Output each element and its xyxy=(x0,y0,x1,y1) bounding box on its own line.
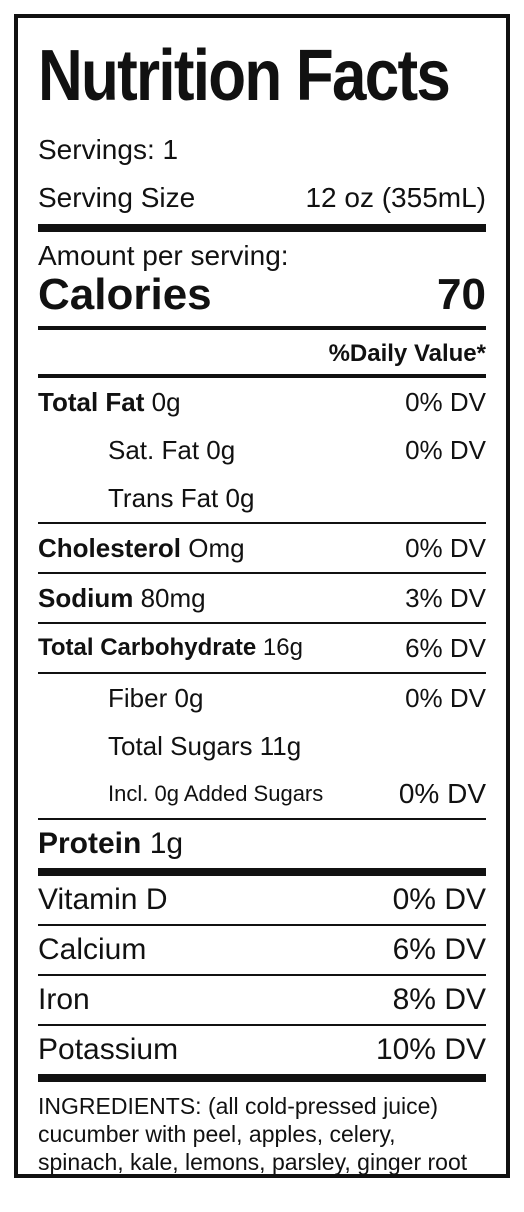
nutrient-dv: 0% DV xyxy=(398,778,486,809)
nutrient-row-sat-fat: Sat. Fat 0g 0% DV xyxy=(38,426,486,474)
divider-thin xyxy=(38,1024,486,1026)
nutrient-amount: 0g xyxy=(151,386,181,417)
divider-thin xyxy=(38,924,486,926)
vitamin-name: Vitamin D xyxy=(38,883,168,916)
nutrient-row-cholesterol: Cholesterol Omg 0% DV xyxy=(38,524,486,572)
nutrient-amount: 11g xyxy=(259,730,302,761)
divider-thin xyxy=(38,974,486,976)
divider-thin xyxy=(38,622,486,624)
label-title: Nutrition Facts xyxy=(38,36,451,116)
vitamin-name: Potassium xyxy=(38,1033,179,1066)
nutrient-amount: 0g xyxy=(206,434,236,465)
nutrient-name: Trans Fat xyxy=(108,482,219,513)
nutrient-row-trans-fat: Trans Fat 0g xyxy=(38,474,486,522)
divider-medium xyxy=(38,326,486,330)
nutrient-name: Total Fat xyxy=(38,386,145,417)
divider-thin xyxy=(38,818,486,820)
nutrient-amount: 0g xyxy=(174,682,204,713)
nutrient-name: Total Sugars xyxy=(108,730,253,761)
serving-size-label: Serving Size xyxy=(38,182,196,213)
calories-value: 70 xyxy=(437,270,486,319)
nutrient-amount: 16g xyxy=(262,634,303,661)
nutrient-name: Protein xyxy=(38,827,142,860)
vitamin-name: Iron xyxy=(38,983,90,1016)
calories-label: Calories xyxy=(38,270,212,319)
nutrient-name: Incl. 0g Added Sugars xyxy=(108,781,324,806)
servings: Servings: 1 xyxy=(38,134,179,165)
nutrient-dv: 0% DV xyxy=(405,532,486,563)
nutrient-dv: 6% DV xyxy=(405,632,486,663)
vitamin-row: Potassium 10% DV xyxy=(38,1026,486,1074)
divider-thin xyxy=(38,522,486,524)
nutrient-amount: Omg xyxy=(188,532,245,563)
ingredients-text: INGREDIENTS: (all cold-pressed juice) cu… xyxy=(38,1093,468,1175)
vitamin-dv: 6% DV xyxy=(392,933,486,966)
nutrient-name: Fiber xyxy=(108,682,168,713)
nutrient-dv: 0% DV xyxy=(405,682,486,713)
nutrient-row-fiber: Fiber 0g 0% DV xyxy=(38,674,486,722)
nutrient-amount: 1g xyxy=(149,827,184,860)
serving-size-value: 12 oz (355mL) xyxy=(305,182,486,213)
nutrient-dv: 3% DV xyxy=(405,582,486,613)
divider-thick xyxy=(38,1074,486,1082)
vitamin-row: Vitamin D 0% DV xyxy=(38,876,486,924)
nutrient-row-added-sugars: Incl. 0g Added Sugars 0% DV xyxy=(38,770,486,818)
vitamin-dv: 8% DV xyxy=(392,983,486,1016)
nutrient-row-protein: Protein 1g xyxy=(38,820,486,868)
nutrient-row-total-sugars: Total Sugars 11g xyxy=(38,722,486,770)
vitamin-dv: 10% DV xyxy=(375,1033,486,1066)
nutrient-dv: 0% DV xyxy=(405,434,486,465)
vitamin-dv: 0% DV xyxy=(392,883,486,916)
vitamin-row: Iron 8% DV xyxy=(38,976,486,1024)
nutrient-name: Cholesterol xyxy=(38,532,182,563)
nutrient-dv: 0% DV xyxy=(405,386,486,417)
nutrient-row-total-fat: Total Fat 0g 0% DV xyxy=(38,378,486,426)
divider-medium xyxy=(38,374,486,378)
nutrient-name: Sat. Fat xyxy=(108,434,200,465)
divider-thick xyxy=(38,868,486,876)
amount-per-serving: Amount per serving: xyxy=(38,240,289,271)
divider-thin xyxy=(38,672,486,674)
nutrient-name: Sodium xyxy=(38,582,134,613)
nutrient-amount: 0g xyxy=(225,482,255,513)
nutrition-facts-label: Nutrition Facts Servings: 1 Serving Size… xyxy=(14,14,510,1178)
nutrient-name: Total Carbohydrate xyxy=(38,634,257,661)
nutrient-row-sodium: Sodium 80mg 3% DV xyxy=(38,574,486,622)
daily-value-header: %Daily Value* xyxy=(328,340,486,367)
serving-size-row: Serving Size 12 oz (355mL) xyxy=(38,182,486,224)
vitamin-name: Calcium xyxy=(38,933,147,966)
nutrient-amount: 80mg xyxy=(140,582,206,613)
divider-thin xyxy=(38,572,486,574)
divider-thick xyxy=(38,224,486,232)
nutrient-row-total-carbohydrate: Total Carbohydrate 16g 6% DV xyxy=(38,624,486,672)
calories-row: Calories 70 xyxy=(38,270,486,326)
vitamin-row: Calcium 6% DV xyxy=(38,926,486,974)
